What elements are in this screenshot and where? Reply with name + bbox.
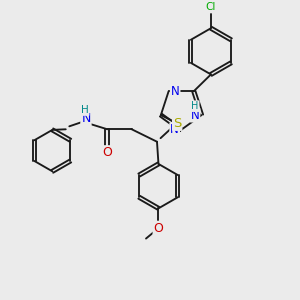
Text: N: N bbox=[81, 112, 91, 125]
Text: H: H bbox=[81, 105, 88, 115]
Text: O: O bbox=[102, 146, 112, 159]
Text: O: O bbox=[154, 222, 164, 235]
Text: S: S bbox=[173, 117, 182, 130]
Text: N: N bbox=[171, 85, 179, 98]
Text: Cl: Cl bbox=[206, 2, 216, 13]
Text: N: N bbox=[170, 123, 179, 136]
Text: N: N bbox=[190, 109, 200, 122]
Text: H: H bbox=[191, 101, 199, 111]
